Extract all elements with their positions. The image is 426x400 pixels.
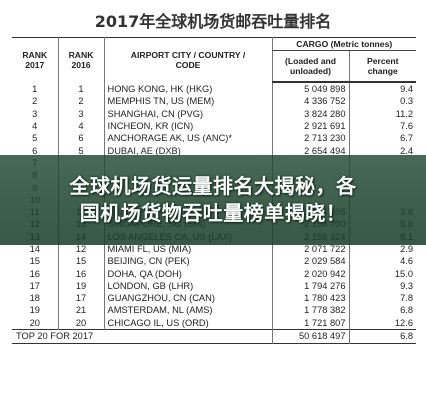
airport-city-cell: INCHEON, KR (ICN) xyxy=(103,119,272,133)
cargo-tonnes-cell: 2 654 494 xyxy=(271,144,349,157)
rank-2017-cell: 5 xyxy=(32,133,38,144)
rank-2017-cell: 19 xyxy=(29,305,40,316)
cargo-tonnes-cell: 2 071 722 xyxy=(271,242,349,256)
cargo-tonnes-cell: 1 778 382 xyxy=(271,304,349,317)
table-row: 14 12 MIAMI FL, US (MIA) 2 071 722 2.9 xyxy=(12,242,416,256)
cargo-tonnes-cell: 2 713 230 xyxy=(271,132,349,145)
rank-2017-cell: 4 xyxy=(32,121,38,132)
total-label: TOP 20 FOR 2017 xyxy=(12,328,272,344)
airport-city-cell: MIAMI FL, US (MIA) xyxy=(103,242,272,256)
airport-city-cell: AMSTERDAM, NL (AMS) xyxy=(103,304,272,317)
rank-2016-cell: 16 xyxy=(57,267,104,280)
cargo-tonnes-cell: 2 029 584 xyxy=(271,255,349,268)
cargo-tonnes-cell: 1 780 423 xyxy=(271,292,349,305)
percent-change-cell: 9.4 xyxy=(348,82,416,96)
airport-city-cell: HONG KONG, HK (HKG) xyxy=(103,82,272,96)
rank-2017-cell: 18 xyxy=(29,293,40,304)
airport-city-cell: SHANGHAI, CN (PVG) xyxy=(103,107,272,120)
percent-change-cell: 7.6 xyxy=(348,119,416,133)
page-title: 2017年全球机场货邮吞吐量排名 xyxy=(94,12,332,31)
table-row: 15 15 BEIJING, CN (PEK) 2 029 584 4.6 xyxy=(12,255,416,268)
total-change: 6.8 xyxy=(348,328,416,344)
rank-2016-cell: 2 xyxy=(57,95,104,108)
percent-change-cell: 2.4 xyxy=(348,144,416,157)
header-cargo-group: CARGO (Metric tonnes) xyxy=(271,37,416,51)
table-row: 16 16 DOHA, QA (DOH) 2 020 942 15.0 xyxy=(12,267,416,280)
percent-change-cell: 12.6 xyxy=(348,316,416,330)
rank-2016-cell: 17 xyxy=(57,292,104,305)
rank-2016-cell: 5 xyxy=(57,144,104,157)
rank-2016-cell: 20 xyxy=(57,316,104,330)
airport-city-cell: DUBAI, AE (DXB) xyxy=(103,144,272,157)
airport-city-cell: ANCHORAGE AK, US (ANC)* xyxy=(103,132,272,145)
cargo-tonnes-cell: 2 921 691 xyxy=(271,119,349,133)
percent-change-cell: 15.0 xyxy=(348,267,416,280)
header-loaded-unloaded: (Loaded and unloaded) xyxy=(271,50,349,83)
table-row: 3 3 SHANGHAI, CN (PVG) 3 824 280 11.2 xyxy=(12,107,416,120)
headline-banner: 全球机场货运量排名大揭秘，各 国机场货物吞吐量榜单揭晓！ xyxy=(0,155,426,245)
cargo-tonnes-cell: 2 020 942 xyxy=(271,267,349,280)
rank-2017-cell: 20 xyxy=(29,317,40,328)
airport-city-cell: BEIJING, CN (PEK) xyxy=(103,255,272,268)
rank-2016-cell: 6 xyxy=(57,132,104,145)
rank-2017-cell: 2 xyxy=(32,96,38,107)
table-row: 1 1 HONG KONG, HK (HKG) 5 049 898 9.4 xyxy=(12,82,416,96)
table-row: 6 5 DUBAI, AE (DXB) 2 654 494 2.4 xyxy=(12,144,416,157)
rank-2016-cell: 1 xyxy=(57,82,104,96)
total-cargo: 50 618 497 xyxy=(271,328,349,344)
banner-line-2: 国机场货物吞吐量榜单揭晓！ xyxy=(79,201,347,225)
cargo-tonnes-cell: 3 824 280 xyxy=(271,107,349,120)
rank-2016-cell: 4 xyxy=(57,119,104,133)
header-percent-change: Percent change xyxy=(348,50,416,83)
header-airport-city: AIRPORT CITY / COUNTRY / CODE xyxy=(103,37,272,82)
rank-2016-cell: 19 xyxy=(57,279,104,293)
table-row: 17 19 LONDON, GB (LHR) 1 794 276 9.3 xyxy=(12,279,416,293)
banner-line-1: 全球机场货运量排名大揭秘，各 xyxy=(69,174,357,198)
cargo-tonnes-cell: 1 794 276 xyxy=(271,279,349,293)
cargo-tonnes-cell: 1 721 807 xyxy=(271,316,349,330)
table-row: 20 20 CHICAGO IL, US (ORD) 1 721 807 12.6 xyxy=(12,316,416,330)
table-row: 18 17 GUANGZHOU, CN (CAN) 1 780 423 7.8 xyxy=(12,292,416,305)
percent-change-cell: 4.6 xyxy=(348,255,416,268)
rank-2017-cell: 3 xyxy=(32,108,38,119)
airport-city-cell: CHICAGO IL, US (ORD) xyxy=(103,316,272,330)
cargo-tonnes-cell: 5 049 898 xyxy=(271,82,349,96)
percent-change-cell: 11.2 xyxy=(348,107,416,120)
table-row: 19 21 AMSTERDAM, NL (AMS) 1 778 382 6.8 xyxy=(12,304,416,317)
airport-city-cell: LONDON, GB (LHR) xyxy=(103,279,272,293)
cargo-tonnes-cell: 4 336 752 xyxy=(271,95,349,108)
percent-change-cell: 7.8 xyxy=(348,292,416,305)
percent-change-cell: 6.8 xyxy=(348,304,416,317)
rank-2017-cell: 1 xyxy=(32,83,38,94)
rank-2016-cell: 15 xyxy=(57,255,104,268)
rank-2017-cell: 14 xyxy=(29,244,40,254)
rank-2017-cell: 6 xyxy=(32,145,38,156)
header-rank-2016: RANK 2016 xyxy=(57,37,104,82)
airport-city-cell: MEMPHIS TN, US (MEM) xyxy=(103,95,272,108)
table-row: 4 4 INCHEON, KR (ICN) 2 921 691 7.6 xyxy=(12,119,416,133)
header-rank-2017: RANK 2017 xyxy=(22,50,48,70)
rank-2016-cell: 3 xyxy=(57,107,104,120)
rank-2017-cell: 17 xyxy=(29,280,40,291)
airport-city-cell: DOHA, QA (DOH) xyxy=(103,267,272,280)
percent-change-cell: 2.9 xyxy=(348,242,416,256)
total-row: TOP 20 FOR 2017 50 618 497 6.8 xyxy=(12,328,416,344)
rank-2016-cell: 21 xyxy=(57,304,104,317)
table-row: 2 2 MEMPHIS TN, US (MEM) 4 336 752 0.3 xyxy=(12,95,416,108)
percent-change-cell: 9.3 xyxy=(348,279,416,293)
rank-2017-cell: 16 xyxy=(29,268,40,279)
rank-2016-cell: 12 xyxy=(57,242,104,256)
airport-city-cell: GUANGZHOU, CN (CAN) xyxy=(103,292,272,305)
percent-change-cell: 6.7 xyxy=(348,132,416,145)
rank-2017-cell: 15 xyxy=(29,256,40,267)
table-row: 5 6 ANCHORAGE AK, US (ANC)* 2 713 230 6.7 xyxy=(12,132,416,145)
percent-change-cell: 0.3 xyxy=(348,95,416,108)
